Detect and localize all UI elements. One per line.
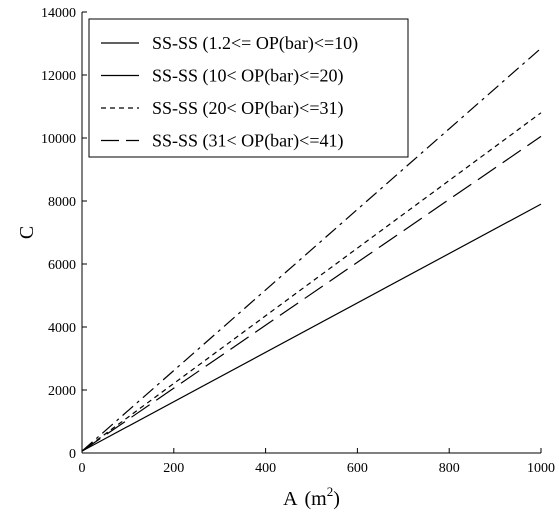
- x-axis-label-name: A: [283, 488, 298, 510]
- x-tick-label: 0: [79, 461, 86, 476]
- ticks-layer: 0 200 400 600 800 100002000400060008000100001…: [41, 6, 555, 476]
- series-line-1: [81, 203, 542, 452]
- series-line-3: [81, 112, 542, 452]
- series-line-2: [81, 135, 542, 452]
- x-axis-label-unit-exponent: 2: [327, 484, 334, 499]
- y-tick-label: 0: [69, 447, 76, 462]
- y-tick-label: 12000: [41, 69, 76, 84]
- series-line-4: [81, 47, 542, 452]
- axes-layer: [81, 12, 541, 454]
- legend-label-2: SS-SS (10< OP(bar)<=20): [152, 66, 343, 87]
- x-axis-label-open-paren: (: [304, 488, 311, 510]
- y-tick-label: 4000: [48, 321, 76, 336]
- y-tick-label: 10000: [41, 132, 76, 147]
- legend-label-3: SS-SS (20< OP(bar)<=31): [152, 98, 343, 119]
- y-axis-label: C: [16, 226, 38, 239]
- x-axis-label-close-paren: ): [333, 488, 340, 510]
- legend-box: [88, 18, 409, 158]
- x-tick-label: 400: [255, 461, 276, 476]
- y-tick-label: 6000: [48, 258, 76, 273]
- y-tick-label: 8000: [48, 195, 76, 210]
- series-layer: [81, 47, 542, 452]
- legend-label-4: SS-SS (31< OP(bar)<=41): [152, 131, 343, 152]
- x-axis-label-unit: m: [311, 488, 327, 510]
- x-axis-label: A (m2): [283, 484, 340, 510]
- y-tick-label: 2000: [48, 384, 76, 399]
- y-tick-label: 14000: [41, 6, 76, 21]
- x-tick-label: 1000: [527, 461, 555, 476]
- x-tick-label: 600: [347, 461, 368, 476]
- legend: SS-SS (1.2<= OP(bar)<=10) SS-SS (10< OP(b…: [88, 18, 409, 158]
- legend-label-1: SS-SS (1.2<= OP(bar)<=10): [152, 33, 358, 54]
- x-tick-label: 200: [163, 461, 184, 476]
- x-tick-label: 800: [439, 461, 460, 476]
